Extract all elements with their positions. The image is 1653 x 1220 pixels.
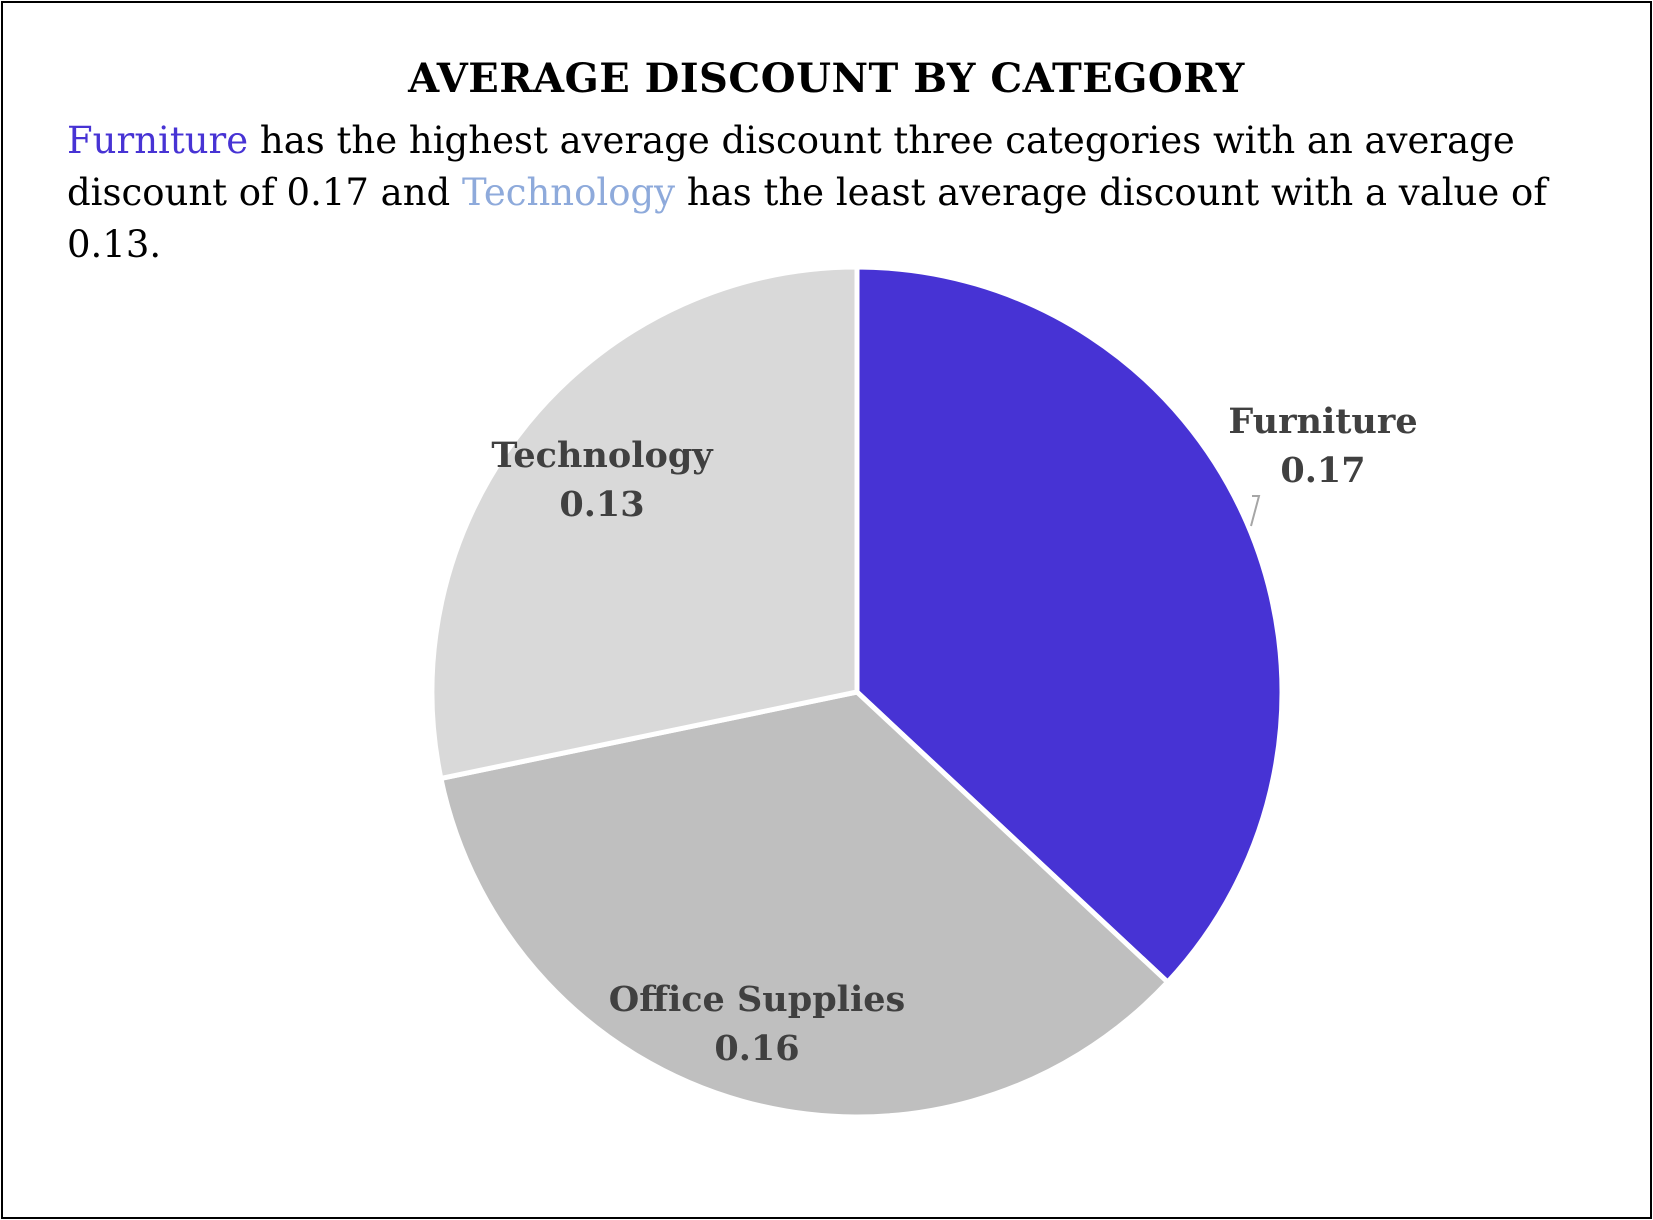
description-text-1: has the highest average discount three c…	[67, 119, 1515, 214]
slice-label-technology: Technology	[491, 435, 714, 476]
description-technology-highlight: Technology	[462, 171, 676, 214]
slice-label-furniture: Furniture	[1228, 401, 1417, 442]
slice-value-furniture: 0.17	[1280, 450, 1365, 491]
pie-slice-office-supplies	[438, 689, 1171, 1120]
slice-value-office-supplies: 0.16	[714, 1028, 799, 1069]
description-text-2: has the least average discount with a va…	[67, 171, 1548, 266]
furniture-leader-line	[1250, 495, 1261, 527]
description-furniture-highlight: Furniture	[67, 119, 249, 162]
chart-description: Furniture has the highest average discou…	[67, 115, 1567, 271]
pie-slice-technology	[429, 264, 860, 781]
pie-slice-furniture	[854, 264, 1285, 985]
slice-label-office-supplies: Office Supplies	[609, 979, 906, 1020]
chart-title: AVERAGE DISCOUNT BY CATEGORY	[408, 55, 1245, 102]
slice-value-technology: 0.13	[559, 484, 644, 525]
